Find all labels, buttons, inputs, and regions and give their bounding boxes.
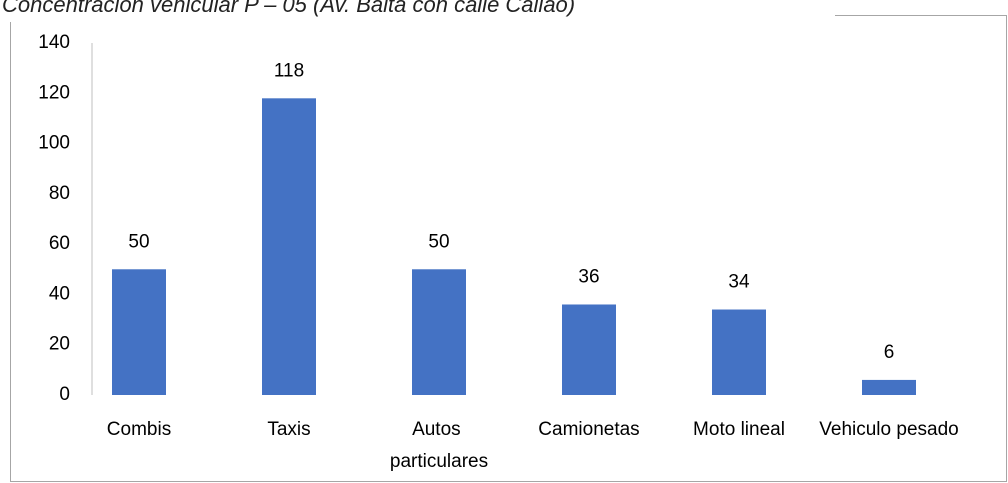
y-tick-label: 80 bbox=[49, 183, 70, 204]
y-tick-label: 20 bbox=[49, 334, 70, 355]
data-label: 34 bbox=[728, 272, 750, 293]
bar bbox=[412, 269, 466, 395]
y-tick-label: 100 bbox=[38, 133, 70, 154]
y-tick-label: 40 bbox=[49, 283, 70, 304]
bar bbox=[112, 269, 166, 395]
y-tick-label: 60 bbox=[49, 233, 70, 254]
x-tick-label: Combis bbox=[107, 419, 171, 440]
y-tick-label: 120 bbox=[38, 82, 70, 103]
bar bbox=[262, 98, 316, 396]
data-label: 50 bbox=[428, 231, 449, 252]
x-tick-label: Vehiculo pesado bbox=[819, 419, 958, 440]
title-background bbox=[0, 0, 835, 22]
data-label: 36 bbox=[578, 267, 599, 288]
chart-border bbox=[10, 15, 1007, 482]
y-tick-label: 0 bbox=[59, 384, 70, 405]
y-tick-label: 140 bbox=[38, 32, 70, 53]
x-tick-label: Autos particulares bbox=[390, 419, 488, 472]
data-label: 118 bbox=[274, 60, 304, 81]
x-tick-label: Moto lineal bbox=[693, 419, 785, 440]
bar bbox=[712, 309, 766, 395]
bar bbox=[862, 379, 916, 395]
x-tick-label: Camionetas bbox=[538, 419, 639, 440]
x-tick-label: Taxis bbox=[267, 419, 310, 440]
bar bbox=[562, 304, 616, 395]
chart-title: Concentración vehicular P – 05 (Av. Balt… bbox=[2, 0, 575, 17]
data-label: 6 bbox=[884, 342, 895, 363]
data-label: 50 bbox=[128, 231, 149, 252]
